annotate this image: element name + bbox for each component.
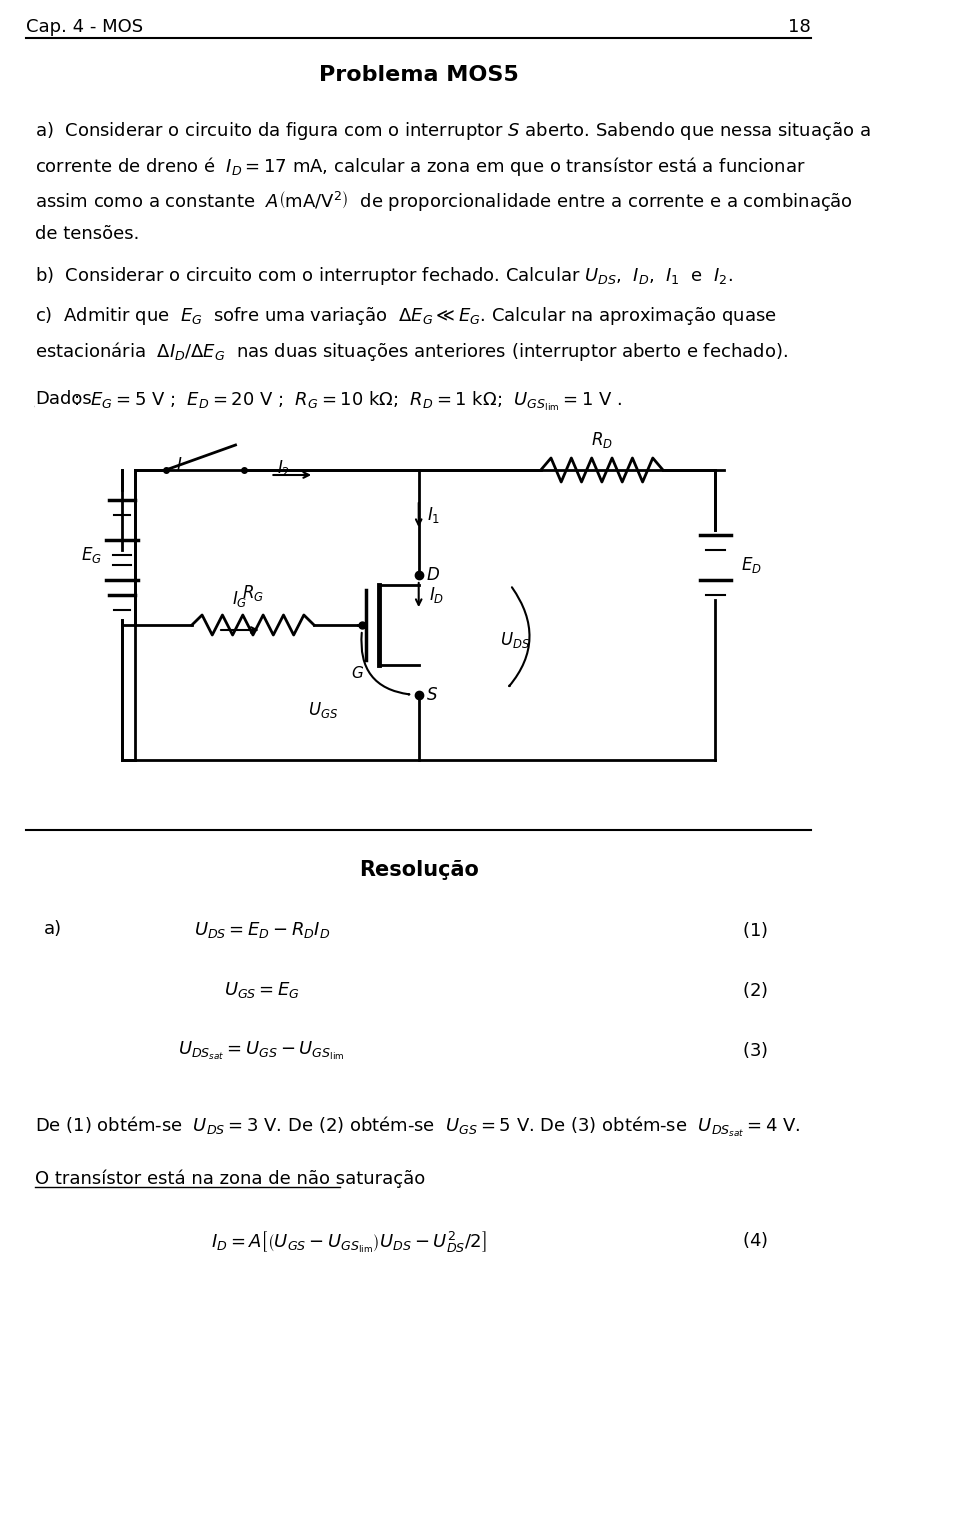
Text: :  $E_G = 5$ V ;  $E_D = 20$ V ;  $R_G = 10$ k$\Omega$;  $R_D = 1$ k$\Omega$;  $: : $E_G = 5$ V ; $E_D = 20$ V ; $R_G = 10… — [73, 390, 622, 413]
Text: de tensões.: de tensões. — [35, 225, 139, 243]
Text: O transístor está na zona de não saturação: O transístor está na zona de não saturaç… — [35, 1170, 425, 1188]
FancyArrowPatch shape — [361, 633, 409, 694]
Text: $U_{DS}$: $U_{DS}$ — [499, 630, 530, 650]
Text: 18: 18 — [788, 18, 811, 37]
Text: $I$: $I$ — [176, 456, 182, 474]
Text: $(4)$: $(4)$ — [742, 1229, 768, 1251]
Text: $I_D$: $I_D$ — [429, 586, 444, 605]
Text: $E_G$: $E_G$ — [82, 544, 102, 566]
Text: assim como a constante  $A\left(\mathrm{mA/V^2}\right)$  de proporcionalidade en: assim como a constante $A\left(\mathrm{m… — [35, 190, 852, 214]
Text: $R_G$: $R_G$ — [242, 583, 264, 602]
Text: a): a) — [43, 920, 61, 937]
Text: $I_1$: $I_1$ — [427, 505, 441, 524]
Text: c)  Admitir que  $E_G$  sofre uma variação  $\Delta E_G \ll E_G$. Calcular na ap: c) Admitir que $E_G$ sofre uma variação … — [35, 304, 777, 327]
Text: $D$: $D$ — [425, 566, 440, 584]
Text: $S$: $S$ — [425, 687, 438, 703]
Text: $I_D = A\left[\left(U_{GS} - U_{GS_{\mathrm{lim}}}\right)U_{DS} - U_{DS}^2/2\rig: $I_D = A\left[\left(U_{GS} - U_{GS_{\mat… — [211, 1229, 487, 1255]
Text: $U_{DS_{sat}} = U_{GS} - U_{GS_{\mathrm{lim}}}$: $U_{DS_{sat}} = U_{GS} - U_{GS_{\mathrm{… — [179, 1040, 345, 1063]
Text: $(3)$: $(3)$ — [742, 1040, 768, 1060]
Text: $E_D$: $E_D$ — [741, 555, 762, 575]
Text: De (1) obtém-se  $U_{DS} = 3$ V. De (2) obtém-se  $U_{GS} = 5$ V. De (3) obtém-s: De (1) obtém-se $U_{DS} = 3$ V. De (2) o… — [35, 1115, 801, 1139]
FancyArrowPatch shape — [509, 587, 530, 687]
Text: a)  Considerar o circuito da figura com o interruptor $S$ aberto. Sabendo que ne: a) Considerar o circuito da figura com o… — [35, 119, 871, 142]
Text: $G$: $G$ — [351, 665, 364, 680]
Text: $I_G$: $I_G$ — [232, 589, 248, 609]
Text: $U_{GS} = E_G$: $U_{GS} = E_G$ — [224, 980, 300, 1000]
Text: b)  Considerar o circuito com o interruptor fechado. Calcular $U_{DS}$,  $I_D$, : b) Considerar o circuito com o interrupt… — [35, 265, 732, 287]
Text: $(1)$: $(1)$ — [742, 920, 768, 940]
Text: $(2)$: $(2)$ — [742, 980, 768, 1000]
Text: $R_D$: $R_D$ — [591, 430, 612, 450]
Text: estacionária  $\Delta I_D / \Delta E_G$  nas duas situações anteriores (interrup: estacionária $\Delta I_D / \Delta E_G$ n… — [35, 339, 788, 362]
Text: $I_2$: $I_2$ — [276, 459, 290, 479]
Text: corrente de dreno é  $I_D = 17$ mA, calcular a zona em que o transístor está a f: corrente de dreno é $I_D = 17$ mA, calcu… — [35, 154, 805, 177]
Text: Dados: Dados — [35, 390, 91, 408]
Text: Resolução: Resolução — [359, 859, 479, 881]
Text: Cap. 4 - MOS: Cap. 4 - MOS — [26, 18, 143, 37]
Text: $U_{GS}$: $U_{GS}$ — [307, 700, 338, 720]
Text: $U_{DS} = E_D - R_D I_D$: $U_{DS} = E_D - R_D I_D$ — [194, 920, 330, 940]
Text: Problema MOS5: Problema MOS5 — [319, 66, 518, 86]
